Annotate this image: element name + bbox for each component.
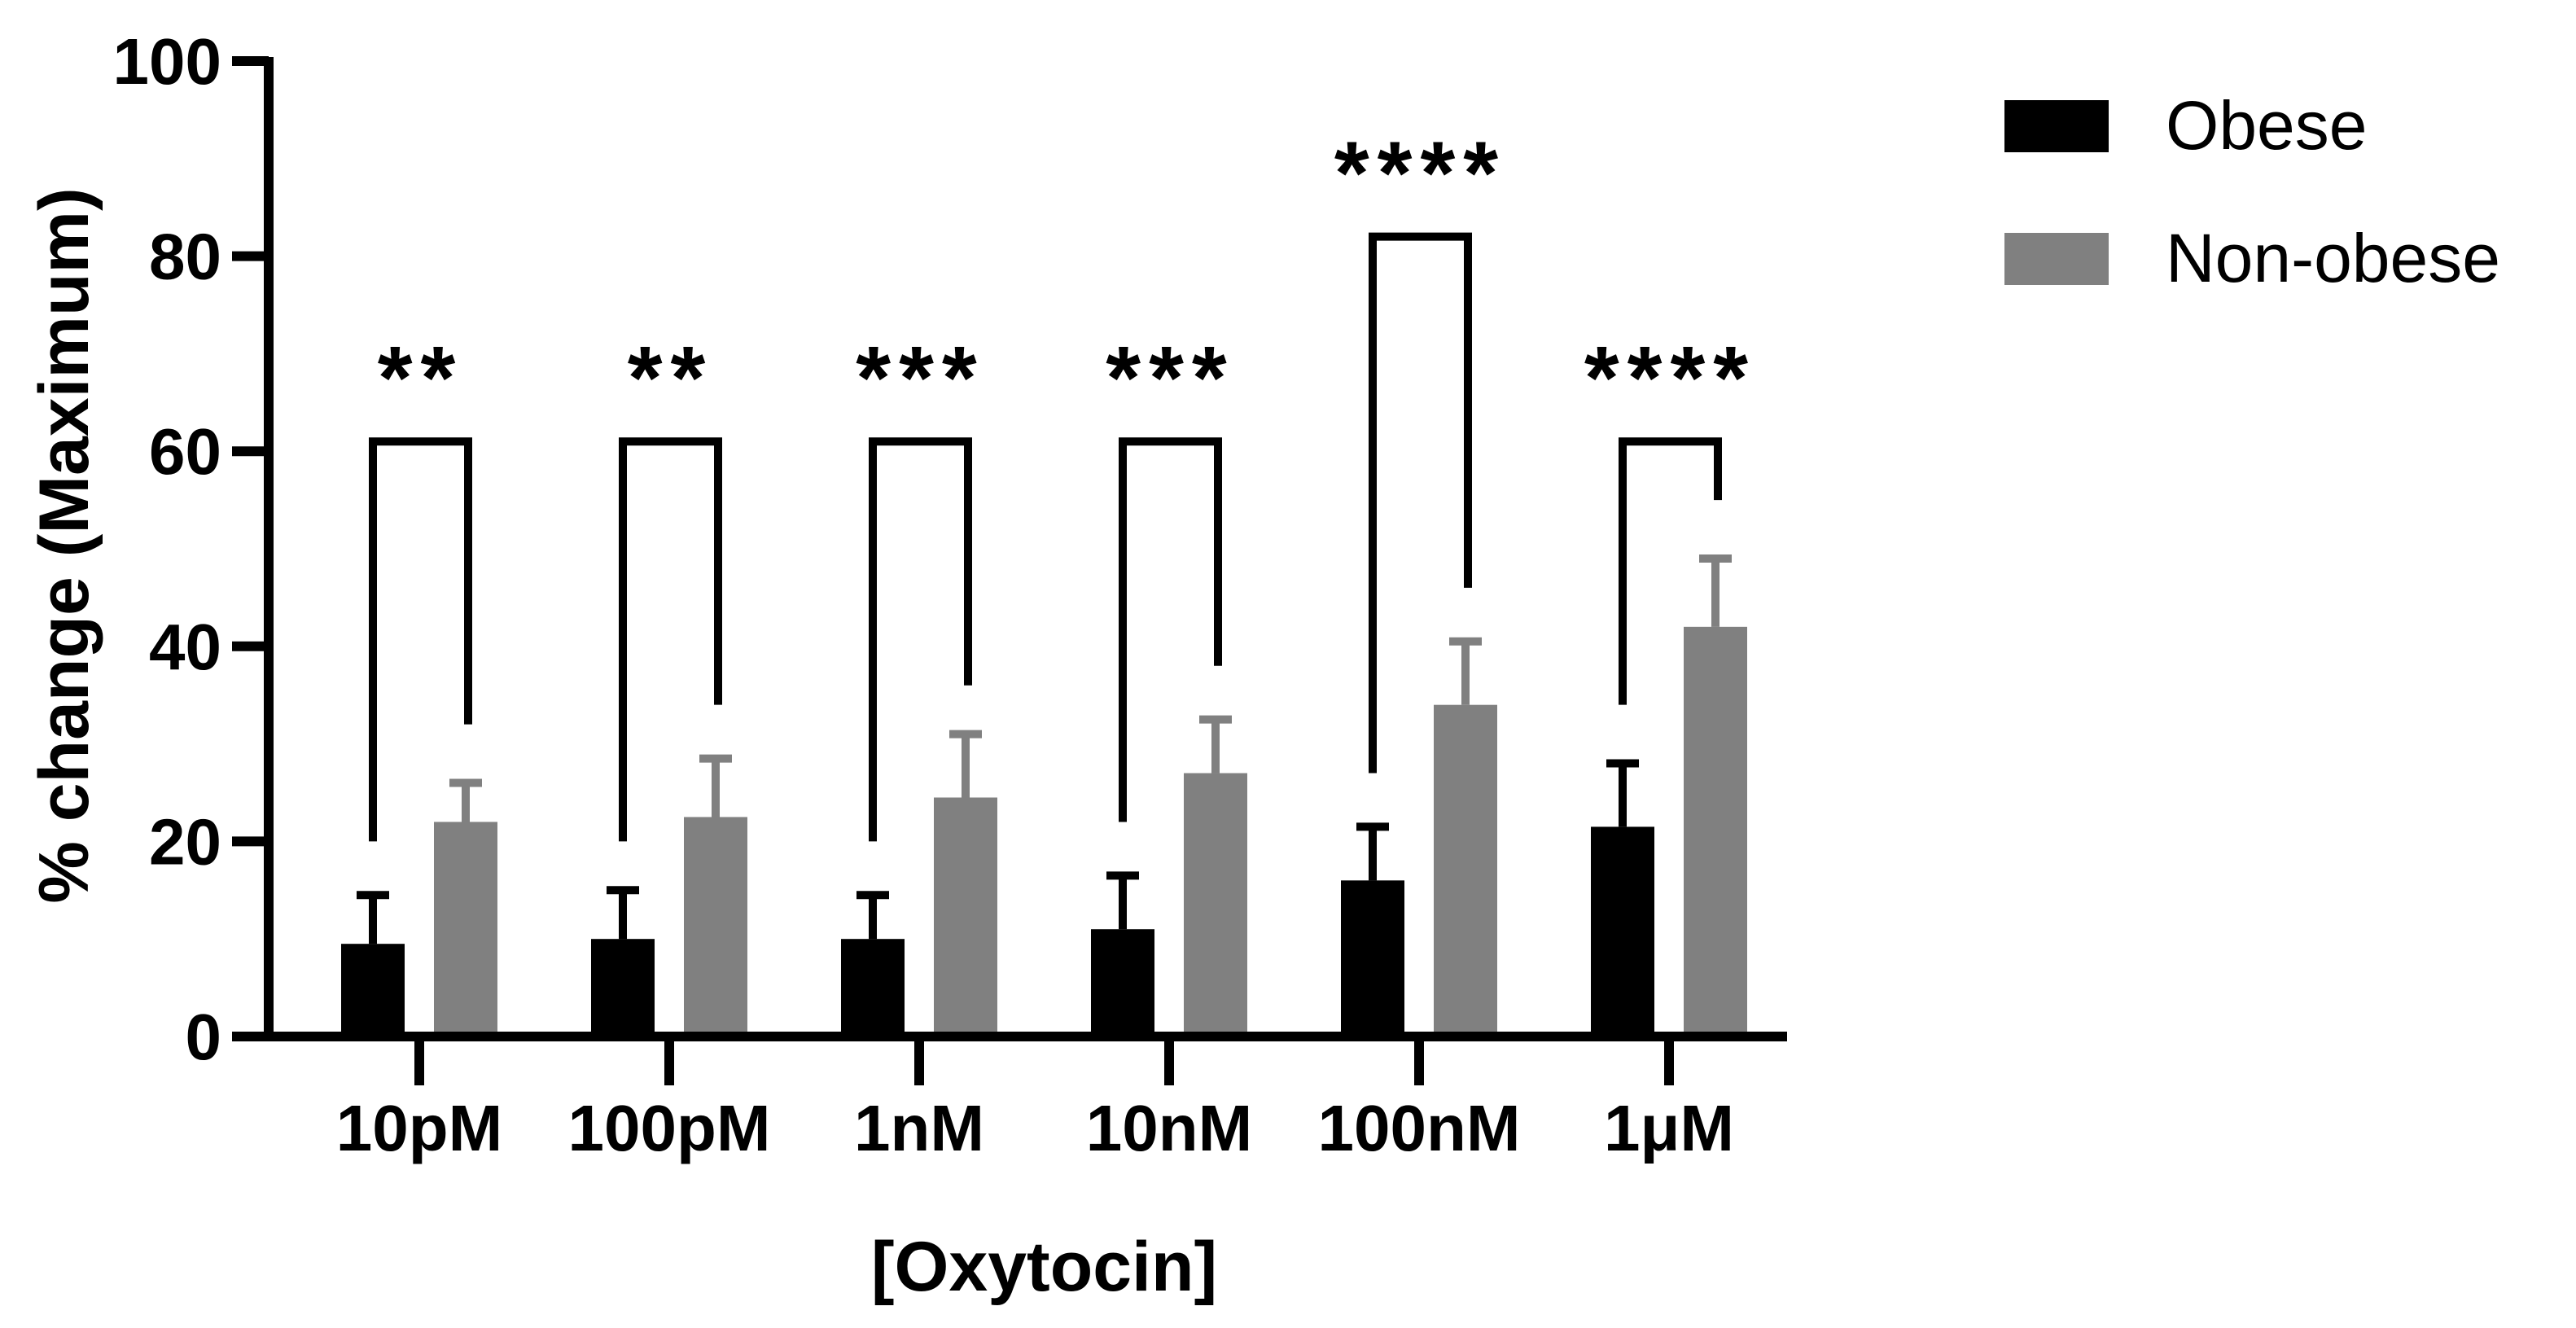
significance-label-0: ** bbox=[378, 328, 464, 428]
y-tick-label-3: 60 bbox=[149, 415, 221, 488]
bar-obese-1 bbox=[591, 939, 655, 1037]
legend: Obese Non-obese bbox=[2004, 87, 2500, 296]
bar-obese-0 bbox=[341, 944, 405, 1037]
significance-bracket-1 bbox=[619, 437, 722, 842]
significance-bracket-4 bbox=[1369, 232, 1472, 774]
significance-bracket-2 bbox=[869, 437, 972, 842]
significance-label-5: **** bbox=[1584, 328, 1756, 428]
bar-non-obese-3 bbox=[1184, 773, 1247, 1037]
y-tick-label-2: 40 bbox=[149, 611, 221, 683]
significance-bracket-3 bbox=[1119, 437, 1222, 822]
axes-layer: 0 20 40 60 80 100 10pM 100pM 1nM 10nM 100nM 1μM bbox=[113, 25, 1787, 1164]
x-tick-label-1: 100pM bbox=[568, 1092, 771, 1164]
y-tick-label-4: 80 bbox=[149, 221, 221, 293]
significance-label-2: *** bbox=[856, 328, 984, 428]
significance-bracket-5 bbox=[1619, 437, 1722, 705]
bar-non-obese-4 bbox=[1434, 704, 1497, 1037]
y-tick-label-5: 100 bbox=[113, 25, 221, 98]
error-bars-layer bbox=[357, 554, 1732, 945]
bar-non-obese-2 bbox=[934, 797, 997, 1037]
significance-layer: ** ** *** *********** bbox=[369, 124, 1756, 842]
legend-label-obese: Obese bbox=[2166, 87, 2368, 164]
x-tick-label-2: 1nM bbox=[854, 1092, 984, 1164]
bar-non-obese-1 bbox=[684, 817, 747, 1037]
y-tick-label-1: 20 bbox=[149, 805, 221, 878]
bar-non-obese-0 bbox=[434, 822, 497, 1037]
x-tick-label-3: 10nM bbox=[1086, 1092, 1253, 1164]
y-axis-title: % change (Maximum) bbox=[25, 187, 103, 903]
significance-bracket-0 bbox=[369, 437, 472, 842]
x-tick-label-5: 1μM bbox=[1604, 1092, 1734, 1164]
x-tick-label-0: 10pM bbox=[336, 1092, 503, 1164]
legend-label-non-obese: Non-obese bbox=[2166, 220, 2500, 296]
significance-label-4: **** bbox=[1334, 124, 1506, 224]
bar-obese-5 bbox=[1591, 826, 1654, 1037]
significance-label-3: *** bbox=[1106, 328, 1234, 428]
bar-obese-4 bbox=[1341, 880, 1404, 1037]
significance-label-1: ** bbox=[628, 328, 714, 428]
legend-swatch-non-obese bbox=[2004, 233, 2109, 285]
x-tick-label-4: 100nM bbox=[1318, 1092, 1521, 1164]
bar-obese-2 bbox=[841, 939, 905, 1037]
x-axis-title: [Oxytocin] bbox=[871, 1228, 1217, 1306]
bar-non-obese-5 bbox=[1684, 626, 1747, 1037]
y-tick-label-0: 0 bbox=[186, 1001, 222, 1073]
bars-layer bbox=[341, 626, 1747, 1037]
legend-swatch-obese bbox=[2004, 100, 2109, 152]
bar-obese-3 bbox=[1091, 929, 1154, 1037]
